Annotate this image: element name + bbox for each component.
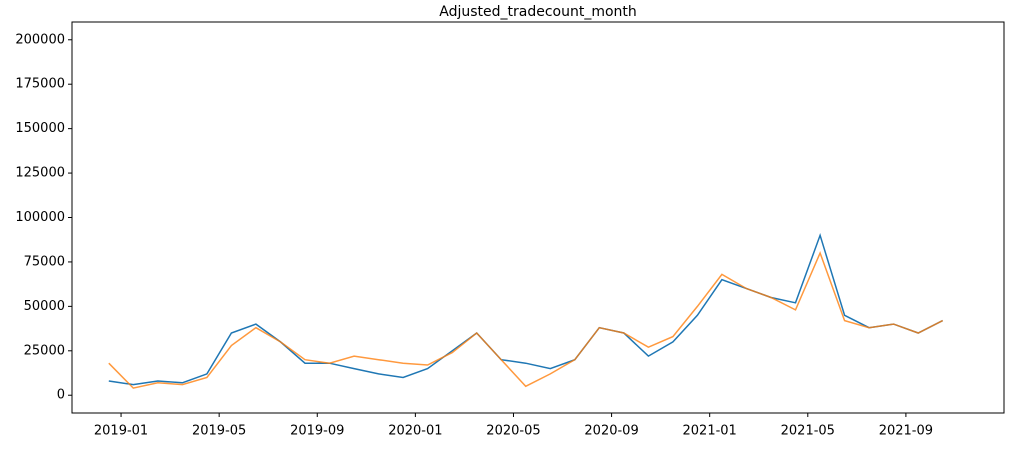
y-tick-label: 75000 <box>24 254 65 269</box>
y-tick-label: 50000 <box>24 299 65 314</box>
x-tick-label: 2019-05 <box>192 424 246 439</box>
x-tick-label: 2019-09 <box>290 424 344 439</box>
x-tick-label: 2021-05 <box>781 424 835 439</box>
series-line <box>108 250 944 389</box>
x-tick-label: 2020-05 <box>486 424 540 439</box>
y-tick-label: 175000 <box>15 77 65 92</box>
y-tick-label: 100000 <box>15 210 65 225</box>
y-tick-label: 25000 <box>24 343 65 358</box>
x-tick-label: 2020-09 <box>584 424 638 439</box>
series-line <box>108 232 944 386</box>
plot-frame <box>71 21 1005 414</box>
x-tick-label: 2020-01 <box>388 424 442 439</box>
y-tick-label: 125000 <box>15 166 65 181</box>
x-tick-label: 2019-01 <box>94 424 148 439</box>
y-tick-label: 150000 <box>15 121 65 136</box>
x-tick-label: 2021-09 <box>879 424 933 439</box>
y-tick-label: 200000 <box>15 32 65 47</box>
x-tick-label: 2021-01 <box>683 424 737 439</box>
y-tick-label: 0 <box>57 388 65 403</box>
chart-title: Adjusted_tradecount_month <box>439 4 637 20</box>
